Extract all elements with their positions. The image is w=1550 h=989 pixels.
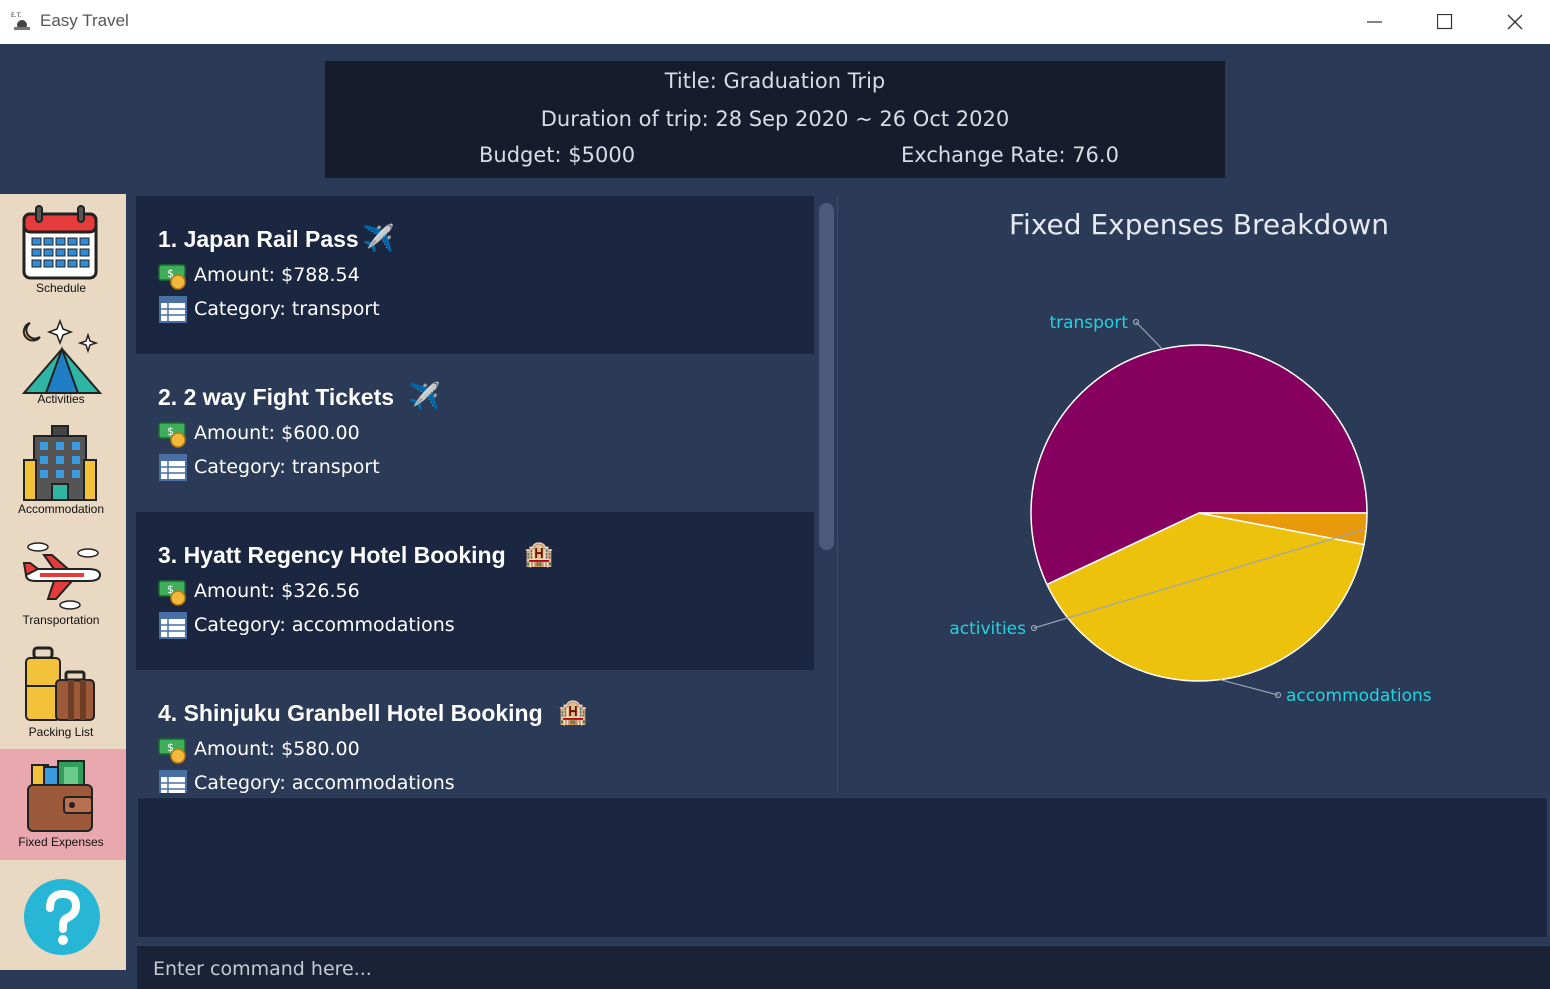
trip-title: Title: Graduation Trip — [664, 69, 886, 93]
pie-label-transport: transport — [1049, 313, 1128, 333]
help-button[interactable] — [0, 860, 126, 971]
money-icon: $ — [158, 422, 186, 448]
app-logo-icon: E.T. — [11, 12, 30, 30]
pie-label-activities: activities — [949, 619, 1026, 639]
window-title: Easy Travel — [40, 11, 129, 30]
svg-text:$: $ — [167, 267, 174, 280]
airplane-icon — [22, 542, 102, 610]
result-display — [137, 797, 1548, 938]
hotel-icon: 🏨 — [524, 540, 554, 568]
chart-title: Fixed Expenses Breakdown — [1008, 208, 1390, 241]
help-icon — [24, 879, 100, 955]
sidebar-nav: Schedule Activities Accommodation — [0, 194, 126, 970]
maximize-icon — [1437, 14, 1453, 30]
pie-leader-line — [1033, 528, 1367, 629]
expense-list[interactable]: 1. Japan Rail Pass ✈️ $ Amount: $788.54 … — [136, 196, 814, 793]
table-icon — [159, 296, 187, 323]
command-input[interactable] — [151, 955, 1535, 983]
hotel-icon: 🏨 — [558, 698, 588, 726]
airplane-icon: ✈️ — [362, 224, 395, 254]
money-icon: $ — [158, 264, 186, 290]
list-item[interactable]: 3. Hyatt Regency Hotel Booking 🏨 $ Amoun… — [136, 512, 814, 670]
sidebar-item-label: Schedule — [35, 281, 87, 295]
expense-title: 4. Shinjuku Granbell Hotel Booking — [158, 700, 543, 726]
sidebar-item-label: Fixed Expenses — [18, 835, 104, 849]
expense-category: Category: transport — [194, 456, 380, 478]
hotel-icon — [23, 425, 97, 501]
pie-chart: transport accommodations activities — [949, 313, 1432, 706]
luggage-icon — [25, 646, 95, 721]
list-scrollbar-thumb[interactable] — [819, 203, 834, 550]
sidebar-item-schedule[interactable]: Schedule — [0, 194, 126, 305]
sidebar-item-label: Transportation — [22, 613, 100, 627]
expense-amount: Amount: $788.54 — [194, 264, 360, 286]
svg-text:E.T.: E.T. — [11, 12, 22, 19]
trip-exchange-rate: Exchange Rate: 76.0 — [901, 143, 1119, 167]
svg-text:$: $ — [167, 425, 174, 438]
expense-category: Category: transport — [194, 298, 380, 320]
maximize-button[interactable] — [1410, 0, 1480, 44]
trip-budget: Budget: $5000 — [479, 143, 636, 167]
table-icon — [159, 612, 187, 639]
expense-chart-panel: Fixed Expenses Breakdown transport accomm… — [838, 196, 1550, 793]
panel-divider — [837, 196, 838, 793]
expense-title: 3. Hyatt Regency Hotel Booking — [158, 542, 506, 568]
sidebar-item-transportation[interactable]: Transportation — [0, 527, 126, 638]
trip-duration: Duration of trip: 28 Sep 2020 ~ 26 Oct 2… — [540, 107, 1010, 131]
svg-text:$: $ — [167, 583, 174, 596]
pie-slice-transport — [1030, 344, 1368, 586]
sidebar-item-accommodation[interactable]: Accommodation — [0, 416, 126, 527]
expense-amount: Amount: $600.00 — [194, 422, 360, 444]
close-button[interactable] — [1480, 0, 1550, 44]
window-title-bar: E.T. Easy Travel — [0, 0, 1550, 44]
table-icon — [159, 770, 187, 793]
trip-info-panel: Title: Graduation Trip Duration of trip:… — [325, 61, 1225, 178]
pie-leader-line — [1135, 321, 1163, 350]
expense-amount: Amount: $326.56 — [194, 580, 360, 602]
pie-leader-line — [1219, 679, 1279, 696]
command-box — [137, 945, 1550, 989]
list-item[interactable]: 2. 2 way Fight Tickets ✈️ $ Amount: $600… — [136, 354, 814, 512]
expense-title: 1. Japan Rail Pass — [158, 226, 359, 252]
money-icon: $ — [158, 580, 186, 606]
sidebar-item-label: Packing List — [28, 725, 94, 739]
minimize-icon — [1367, 21, 1382, 23]
sidebar-item-packing-list[interactable]: Packing List — [0, 638, 126, 749]
sidebar-item-fixed-expenses[interactable]: Fixed Expenses — [0, 749, 126, 860]
close-icon — [1507, 14, 1523, 30]
list-item[interactable]: 1. Japan Rail Pass ✈️ $ Amount: $788.54 … — [136, 196, 814, 354]
pie-leader-dot — [1132, 318, 1140, 326]
pie-leader-dot — [1274, 691, 1282, 699]
pie-slice-accommodations — [1045, 512, 1365, 682]
tent-icon — [21, 318, 103, 394]
expense-category: Category: accommodations — [194, 772, 455, 793]
sidebar-item-label: Activities — [37, 392, 85, 406]
expense-category: Category: accommodations — [194, 614, 455, 636]
expense-amount: Amount: $580.00 — [194, 738, 360, 760]
svg-text:$: $ — [167, 741, 174, 754]
money-icon: $ — [158, 738, 186, 764]
airplane-icon: ✈️ — [408, 382, 441, 412]
list-item[interactable]: 4. Shinjuku Granbell Hotel Booking 🏨 $ A… — [136, 670, 814, 793]
expense-title: 2. 2 way Fight Tickets — [158, 384, 395, 410]
pie-leader-dot — [1030, 624, 1038, 632]
minimize-button[interactable] — [1340, 0, 1410, 44]
sidebar-item-label: Accommodation — [17, 502, 105, 516]
table-icon — [159, 454, 187, 481]
calendar-icon — [22, 205, 98, 280]
pie-label-accommodations: accommodations — [1286, 686, 1432, 706]
sidebar-item-activities[interactable]: Activities — [0, 305, 126, 416]
wallet-icon — [27, 760, 93, 832]
